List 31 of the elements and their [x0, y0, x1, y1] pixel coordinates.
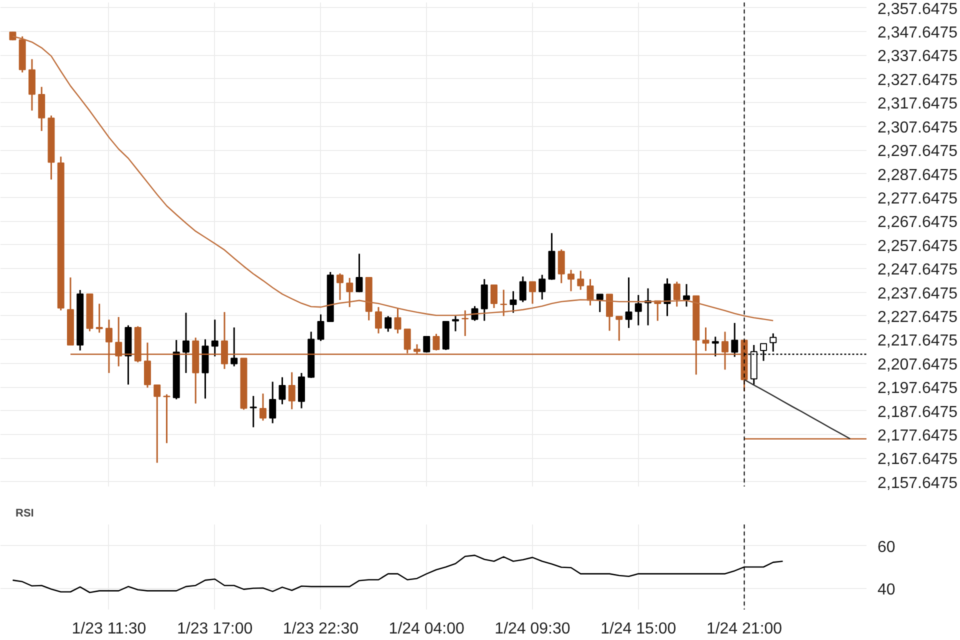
y-tick-label: 40: [878, 581, 896, 598]
y-tick-label: 2,157.6475: [878, 474, 958, 492]
y-tick-label: 2,227.6475: [878, 308, 958, 326]
y-tick-label: 2,217.6475: [878, 332, 958, 350]
y-tick-label: 2,277.6475: [878, 190, 958, 208]
chart-title: RSI: [16, 508, 34, 520]
y-tick-label: 60: [878, 538, 896, 556]
y-tick-label: 2,347.6475: [878, 24, 958, 42]
x-tick-label: 1/24 09:30: [494, 620, 570, 638]
y-tick-label: 2,187.6475: [878, 404, 958, 421]
y-tick-label: 2,247.6475: [878, 262, 958, 279]
y-tick-label: 2,177.6475: [878, 427, 958, 444]
y-tick-label: 2,207.6475: [878, 356, 958, 374]
y-tick-label: 2,327.6475: [878, 72, 958, 89]
y-tick-label: 2,257.6475: [878, 238, 958, 255]
y-tick-label: 2,167.6475: [878, 451, 958, 468]
y-tick-label: 2,357.6475: [878, 0, 958, 18]
y-tick-label: 2,307.6475: [878, 119, 958, 136]
y-tick-label: 2,287.6475: [878, 166, 958, 184]
y-tick-label: 2,237.6475: [878, 285, 958, 302]
x-tick-label: 1/24 15:00: [600, 620, 676, 638]
y-tick-label: 2,267.6475: [878, 214, 958, 232]
y-tick-label: 2,317.6475: [878, 96, 958, 113]
y-tick-label: 2,337.6475: [878, 48, 958, 66]
x-tick-label: 1/23 17:00: [177, 620, 253, 638]
x-tick-label: 1/24 21:00: [706, 620, 782, 638]
x-tick-label: 1/23 22:30: [282, 620, 359, 638]
y-tick-label: 2,197.6475: [878, 380, 958, 398]
x-tick-label: 1/24 04:00: [388, 620, 465, 638]
y-tick-label: 2,297.6475: [878, 143, 958, 160]
x-tick-label: 1/23 11:30: [72, 620, 146, 638]
